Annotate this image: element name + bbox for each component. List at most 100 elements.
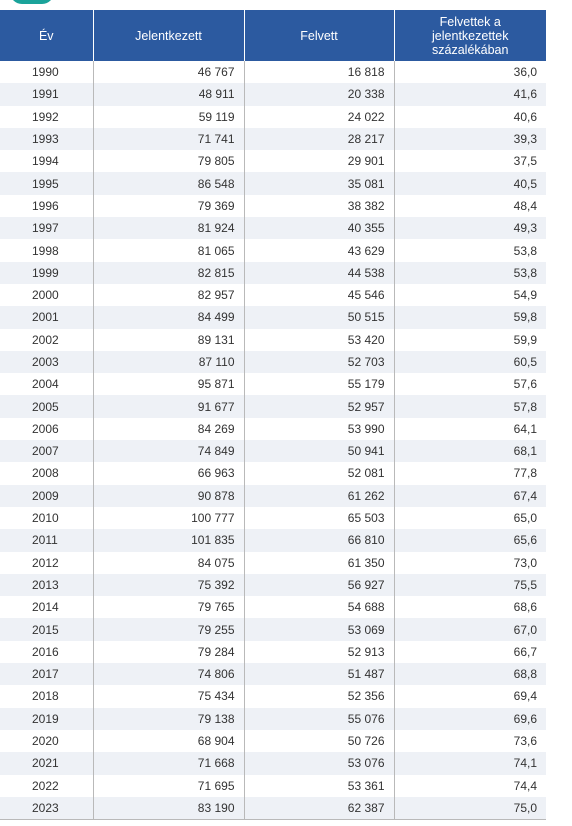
table-row: 2023 83 190 62 387 75,0 [0,796,546,821]
applied-cell: 46 767 [92,61,244,84]
table-row: 1994 79 805 29 901 37,5 [0,150,546,173]
admitted-cell: 56 927 [243,573,394,597]
table-row: 2022 71 695 53 361 74,4 [0,774,546,797]
admitted-cell: 50 515 [243,306,394,329]
admitted-cell: 44 538 [243,261,394,284]
admitted-cell: 16 818 [243,61,394,84]
applied-cell: 59 119 [92,105,244,128]
table-row: 2013 75 392 56 927 75,5 [0,573,546,597]
year-cell: 2002 [32,332,59,347]
year-cell: 1993 [0,127,93,151]
applied-cell: 79 765 [92,596,244,619]
year-cell: 2017 [0,663,93,686]
applied-cell: 79 369 [92,194,244,218]
admitted-cell: 52 081 [243,462,394,485]
applied-cell: 48 911 [92,83,244,106]
table-row: 2010 100 777 65 503 65,0 [0,506,546,530]
applied-cell: 74 849 [92,440,244,463]
applied-cell: 87 110 [92,350,244,374]
table-row: 2021 71 668 53 076 74,1 [0,752,546,775]
year-cell: 1994 [32,154,59,169]
year-cell: 2003 [0,350,93,374]
table-row: 1998 81 065 43 629 53,8 [0,239,546,262]
admitted-cell: 62 387 [243,796,394,821]
percent-cell: 40,5 [393,172,546,195]
table-row: 1991 48 911 20 338 41,6 [0,83,546,106]
table-row: 2004 95 871 55 179 57,6 [0,373,546,396]
table-row: 2016 79 284 52 913 66,7 [0,640,546,664]
year-cell: 2012 [32,555,59,570]
admitted-cell: 45 546 [243,283,394,307]
percent-cell: 67,0 [393,618,546,641]
admitted-cell: 29 901 [243,150,394,173]
year-cell: 1998 [32,243,59,258]
table-row: 1999 82 815 44 538 53,8 [0,261,546,284]
applied-cell: 81 065 [92,239,244,262]
table-row: 2011 101 835 66 810 65,6 [0,529,546,552]
admitted-cell: 54 688 [243,596,394,619]
year-cell: 2007 [0,440,93,463]
year-cell: 2006 [32,421,59,436]
table-row: 1990 46 767 16 818 36,0 [0,61,546,84]
applied-cell: 90 878 [92,484,244,507]
header-admitted-percent: Felvettek a jelentkezettek százalékában [393,10,546,61]
year-cell: 2014 [32,600,59,615]
year-cell: 2001 [0,306,93,329]
year-cell: 2020 [32,734,59,749]
percent-cell: 36,0 [393,61,546,84]
year-cell: 2011 [0,529,93,552]
admitted-cell: 53 420 [243,328,394,351]
applied-cell: 66 963 [92,462,244,485]
admitted-cell: 61 262 [243,484,394,507]
table-row: 2019 79 138 55 076 69,6 [0,707,546,730]
admitted-cell: 61 350 [243,551,394,574]
table-row: 2001 84 499 50 515 59,8 [0,306,546,329]
applied-cell: 100 777 [92,506,244,530]
admitted-cell: 38 382 [243,194,394,218]
percent-cell: 75,0 [393,796,546,821]
admitted-cell: 52 913 [243,640,394,664]
admitted-cell: 50 941 [243,440,394,463]
admitted-cell: 43 629 [243,239,394,262]
percent-cell: 53,8 [393,261,546,284]
year-cell: 2013 [0,573,93,597]
percent-cell: 39,3 [393,127,546,151]
applied-cell: 74 806 [92,663,244,686]
year-cell: 1995 [0,172,93,195]
admitted-cell: 51 487 [243,663,394,686]
applied-cell: 84 499 [92,306,244,329]
applied-cell: 79 284 [92,640,244,664]
applied-cell: 81 924 [92,217,244,240]
applied-cell: 82 957 [92,283,244,307]
corner-accent-shape [10,0,54,4]
applied-cell: 84 075 [92,551,244,574]
applied-cell: 71 741 [92,127,244,151]
percent-cell: 64,1 [393,417,546,441]
admitted-cell: 53 076 [243,752,394,775]
table-row: 2007 74 849 50 941 68,1 [0,440,546,463]
table-row: 2020 68 904 50 726 73,6 [0,729,546,753]
percent-cell: 59,8 [393,306,546,329]
percent-cell: 37,5 [393,150,546,173]
percent-cell: 40,6 [393,105,546,128]
table-row: 2009 90 878 61 262 67,4 [0,484,546,507]
table-row: 1996 79 369 38 382 48,4 [0,194,546,218]
admitted-cell: 53 069 [243,618,394,641]
admitted-cell: 35 081 [243,172,394,195]
header-admitted: Felvett [243,10,394,61]
year-cell: 2023 [0,796,93,821]
applied-cell: 68 904 [92,729,244,753]
table-row: 2008 66 963 52 081 77,8 [0,462,546,485]
percent-cell: 68,6 [393,596,546,619]
admitted-cell: 28 217 [243,127,394,151]
admitted-cell: 53 361 [243,774,394,797]
percent-cell: 59,9 [393,328,546,351]
percent-cell: 60,5 [393,350,546,374]
percent-cell: 77,8 [393,462,546,485]
applied-cell: 79 805 [92,150,244,173]
year-cell: 2008 [32,466,59,481]
applied-cell: 71 668 [92,752,244,775]
applied-cell: 82 815 [92,261,244,284]
year-cell: 1991 [0,83,93,106]
table-row: 2018 75 434 52 356 69,4 [0,685,546,708]
